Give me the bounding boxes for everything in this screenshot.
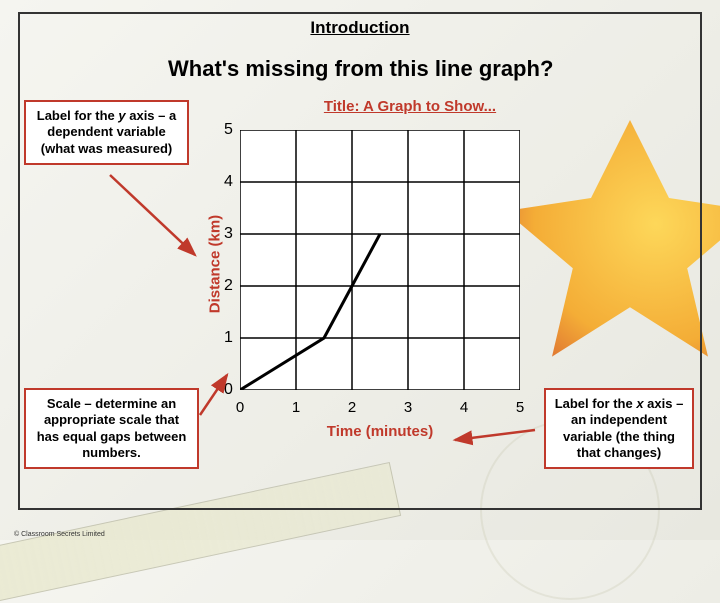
chart-grid: 0 1 2 3 4 5 0 1 2 3 4 5 Time (minutes) (240, 130, 520, 390)
callout-yaxis-pre: Label for the (37, 108, 119, 123)
page-title: Introduction (28, 18, 692, 38)
y-axis-label: Distance (km) (207, 215, 224, 313)
y-tick-5: 5 (224, 121, 233, 139)
x-tick-3: 3 (404, 399, 412, 416)
y-tick-2: 2 (224, 277, 233, 295)
x-tick-0: 0 (236, 399, 244, 416)
chart: Title: A Graph to Show... Distance (km) (210, 120, 550, 440)
x-tick-4: 4 (460, 399, 468, 416)
x-axis-label: Time (minutes) (240, 423, 520, 440)
callout-scale-text: Scale – determine an appropriate scale t… (37, 396, 187, 460)
x-tick-1: 1 (292, 399, 300, 416)
grid-svg (240, 130, 520, 390)
y-tick-3: 3 (224, 225, 233, 243)
callout-xaxis-pre: Label for the (555, 396, 637, 411)
callout-yaxis: Label for the y axis – a dependent varia… (24, 100, 189, 165)
callout-xaxis: Label for the x axis – an independent va… (544, 388, 694, 469)
y-tick-1: 1 (224, 329, 233, 347)
slide-content: Introduction What's missing from this li… (0, 0, 720, 540)
callout-xaxis-italic: x (636, 396, 643, 411)
callout-scale: Scale – determine an appropriate scale t… (24, 388, 199, 469)
callout-yaxis-italic: y (118, 108, 125, 123)
x-tick-2: 2 (348, 399, 356, 416)
question-text: What's missing from this line graph? (168, 56, 692, 82)
x-tick-5: 5 (516, 399, 524, 416)
y-tick-0: 0 (224, 381, 233, 399)
y-tick-4: 4 (224, 173, 233, 191)
chart-title: Title: A Graph to Show... (270, 98, 550, 115)
